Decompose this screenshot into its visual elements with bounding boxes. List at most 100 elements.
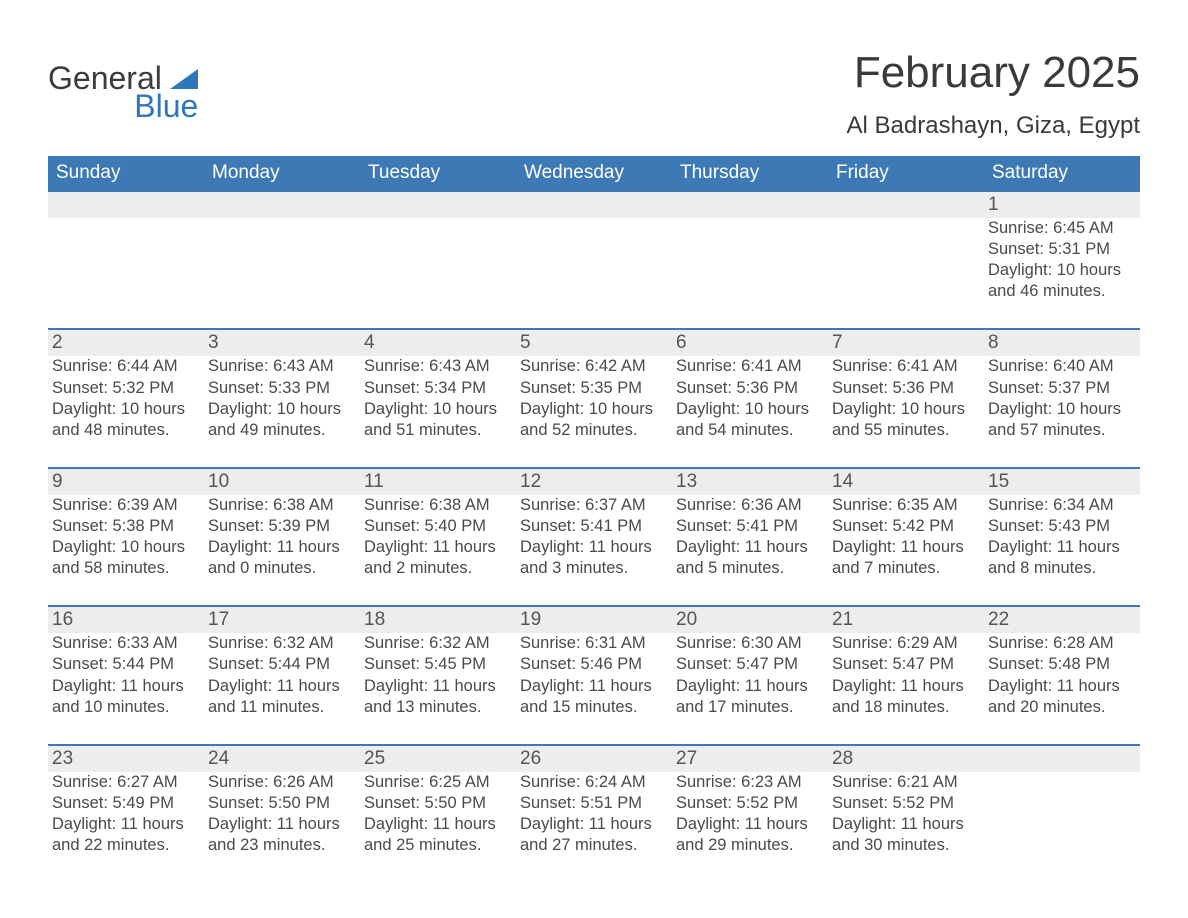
sunset-value: Sunset: 5:52 PM (676, 793, 822, 814)
location-label: Al Badrashayn, Giza, Egypt (847, 112, 1140, 140)
sunrise-value: Sunrise: 6:35 AM (832, 495, 978, 516)
sunset-value: Sunset: 5:48 PM (988, 654, 1134, 675)
sunset-value: Sunset: 5:37 PM (988, 378, 1134, 399)
calendar-cell: Sunrise: 6:24 AMSunset: 5:51 PMDaylight:… (516, 772, 672, 882)
sunrise-value: Sunrise: 6:21 AM (832, 772, 978, 793)
sunset-value: Sunset: 5:38 PM (52, 516, 198, 537)
calendar-cell (48, 218, 204, 328)
sunset-value: Sunset: 5:34 PM (364, 378, 510, 399)
sunset-value: Sunset: 5:39 PM (208, 516, 354, 537)
daylight-value: Daylight: 11 hours and 2 minutes. (364, 537, 510, 579)
daylight-value: Daylight: 10 hours and 46 minutes. (988, 260, 1134, 302)
sunrise-value: Sunrise: 6:43 AM (364, 356, 510, 377)
sunrise-value: Sunrise: 6:26 AM (208, 772, 354, 793)
calendar-page: General Blue February 2025 Al Badrashayn… (0, 0, 1188, 918)
day-number (516, 192, 672, 218)
day-number: 6 (672, 330, 828, 356)
sunrise-value: Sunrise: 6:36 AM (676, 495, 822, 516)
sunrise-value: Sunrise: 6:25 AM (364, 772, 510, 793)
sunrise-value: Sunrise: 6:37 AM (520, 495, 666, 516)
sunset-value: Sunset: 5:35 PM (520, 378, 666, 399)
day-number: 19 (516, 607, 672, 633)
calendar-week: Sunrise: 6:44 AMSunset: 5:32 PMDaylight:… (48, 356, 1140, 466)
calendar-cell: Sunrise: 6:40 AMSunset: 5:37 PMDaylight:… (984, 356, 1140, 466)
daylight-value: Daylight: 10 hours and 49 minutes. (208, 399, 354, 441)
daylight-value: Daylight: 11 hours and 8 minutes. (988, 537, 1134, 579)
day-number-band: 9101112131415 (48, 467, 1140, 495)
day-number-band: 232425262728 (48, 744, 1140, 772)
sunrise-value: Sunrise: 6:23 AM (676, 772, 822, 793)
sunset-value: Sunset: 5:49 PM (52, 793, 198, 814)
day-number-band: 2345678 (48, 328, 1140, 356)
calendar-cell: Sunrise: 6:21 AMSunset: 5:52 PMDaylight:… (828, 772, 984, 882)
calendar-cell: Sunrise: 6:42 AMSunset: 5:35 PMDaylight:… (516, 356, 672, 466)
calendar-cell (516, 218, 672, 328)
calendar-cell (984, 772, 1140, 882)
daylight-value: Daylight: 11 hours and 5 minutes. (676, 537, 822, 579)
daylight-value: Daylight: 10 hours and 48 minutes. (52, 399, 198, 441)
day-number-band: 16171819202122 (48, 605, 1140, 633)
day-number: 18 (360, 607, 516, 633)
calendar-cell: Sunrise: 6:45 AMSunset: 5:31 PMDaylight:… (984, 218, 1140, 328)
sunset-value: Sunset: 5:36 PM (676, 378, 822, 399)
weekday-header-cell: Sunday (48, 156, 204, 192)
weekday-header-cell: Saturday (984, 156, 1140, 192)
daylight-value: Daylight: 11 hours and 18 minutes. (832, 676, 978, 718)
daylight-value: Daylight: 11 hours and 25 minutes. (364, 814, 510, 856)
day-number: 10 (204, 469, 360, 495)
calendar-cell: Sunrise: 6:25 AMSunset: 5:50 PMDaylight:… (360, 772, 516, 882)
day-number: 15 (984, 469, 1140, 495)
day-number: 5 (516, 330, 672, 356)
day-number: 14 (828, 469, 984, 495)
sunrise-value: Sunrise: 6:29 AM (832, 633, 978, 654)
day-number (672, 192, 828, 218)
weekday-header-cell: Monday (204, 156, 360, 192)
day-number: 20 (672, 607, 828, 633)
sunrise-value: Sunrise: 6:41 AM (676, 356, 822, 377)
calendar-week: Sunrise: 6:45 AMSunset: 5:31 PMDaylight:… (48, 218, 1140, 328)
sunrise-value: Sunrise: 6:43 AM (208, 356, 354, 377)
calendar-cell: Sunrise: 6:31 AMSunset: 5:46 PMDaylight:… (516, 633, 672, 743)
day-number: 21 (828, 607, 984, 633)
day-number: 25 (360, 746, 516, 772)
daylight-value: Daylight: 11 hours and 27 minutes. (520, 814, 666, 856)
sunset-value: Sunset: 5:42 PM (832, 516, 978, 537)
calendar-cell: Sunrise: 6:26 AMSunset: 5:50 PMDaylight:… (204, 772, 360, 882)
calendar-cell: Sunrise: 6:23 AMSunset: 5:52 PMDaylight:… (672, 772, 828, 882)
sunrise-value: Sunrise: 6:38 AM (208, 495, 354, 516)
daylight-value: Daylight: 10 hours and 54 minutes. (676, 399, 822, 441)
calendar-cell (672, 218, 828, 328)
calendar-cell: Sunrise: 6:38 AMSunset: 5:39 PMDaylight:… (204, 495, 360, 605)
day-number (828, 192, 984, 218)
day-number: 4 (360, 330, 516, 356)
sunset-value: Sunset: 5:43 PM (988, 516, 1134, 537)
sunset-value: Sunset: 5:40 PM (364, 516, 510, 537)
month-title: February 2025 (847, 48, 1140, 98)
sunrise-value: Sunrise: 6:24 AM (520, 772, 666, 793)
sunset-value: Sunset: 5:45 PM (364, 654, 510, 675)
weekday-header-cell: Thursday (672, 156, 828, 192)
sunrise-value: Sunrise: 6:30 AM (676, 633, 822, 654)
sunrise-value: Sunrise: 6:34 AM (988, 495, 1134, 516)
day-number (48, 192, 204, 218)
daylight-value: Daylight: 11 hours and 13 minutes. (364, 676, 510, 718)
day-number: 12 (516, 469, 672, 495)
triangle-icon (170, 69, 198, 89)
calendar-cell (360, 218, 516, 328)
calendar-cell: Sunrise: 6:28 AMSunset: 5:48 PMDaylight:… (984, 633, 1140, 743)
calendar-cell: Sunrise: 6:32 AMSunset: 5:44 PMDaylight:… (204, 633, 360, 743)
calendar-cell: Sunrise: 6:35 AMSunset: 5:42 PMDaylight:… (828, 495, 984, 605)
daylight-value: Daylight: 11 hours and 29 minutes. (676, 814, 822, 856)
sunrise-value: Sunrise: 6:45 AM (988, 218, 1134, 239)
day-number-band: 1 (48, 192, 1140, 218)
sunrise-value: Sunrise: 6:31 AM (520, 633, 666, 654)
calendar-cell: Sunrise: 6:41 AMSunset: 5:36 PMDaylight:… (828, 356, 984, 466)
calendar-body: 1Sunrise: 6:45 AMSunset: 5:31 PMDaylight… (48, 192, 1140, 882)
calendar-cell: Sunrise: 6:44 AMSunset: 5:32 PMDaylight:… (48, 356, 204, 466)
sunset-value: Sunset: 5:46 PM (520, 654, 666, 675)
sunset-value: Sunset: 5:32 PM (52, 378, 198, 399)
sunset-value: Sunset: 5:52 PM (832, 793, 978, 814)
brand-logo-text: General Blue (48, 62, 198, 122)
day-number (360, 192, 516, 218)
day-number: 11 (360, 469, 516, 495)
